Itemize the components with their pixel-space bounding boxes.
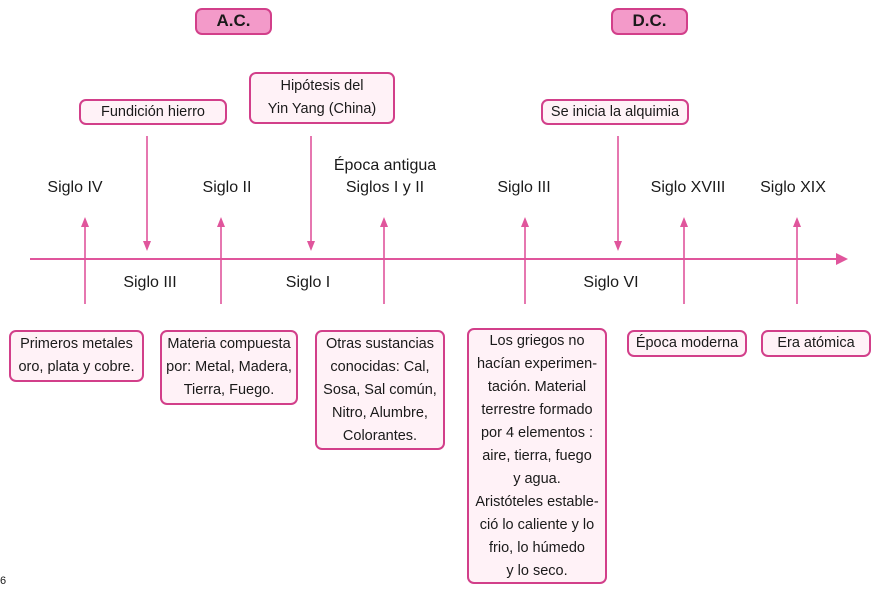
- event-fundicion-hierro: Fundición hierro: [79, 99, 227, 125]
- label-siglo-ii: Siglo II: [202, 179, 252, 196]
- box-primeros-metales: Primeros metales oro, plata y cobre.: [9, 330, 144, 382]
- label-siglo-i: Siglo I: [285, 274, 331, 291]
- box-otras-sustancias: Otras sustancias conocidas: Cal, Sosa, S…: [315, 330, 445, 450]
- label-siglo-iii-ac: Siglo III: [123, 274, 177, 291]
- timeline-axis-arrowhead: [836, 253, 848, 265]
- label-siglo-vi: Siglo VI: [583, 274, 639, 291]
- label-epoca-antigua: Época antigua Siglos I y II: [333, 157, 437, 196]
- label-siglo-xix: Siglo XIX: [760, 179, 826, 196]
- box-materia-compuesta: Materia compuesta por: Metal, Madera, Ti…: [160, 330, 298, 405]
- box-epoca-moderna: Época moderna: [627, 330, 747, 357]
- box-los-griegos: Los griegos no hacían experimen- tación.…: [467, 328, 607, 584]
- event-yin-yang: Hipótesis del Yin Yang (China): [249, 72, 395, 124]
- era-dc: D.C.: [611, 8, 688, 35]
- event-alquimia: Se inicia la alquimia: [541, 99, 689, 125]
- label-siglo-iv: Siglo IV: [47, 179, 103, 196]
- label-siglo-xviii: Siglo XVIII: [650, 179, 726, 196]
- label-siglo-iii-dc: Siglo III: [497, 179, 551, 196]
- era-ac: A.C.: [195, 8, 272, 35]
- box-era-atomica: Era atómica: [761, 330, 871, 357]
- page-number: 6: [0, 575, 7, 587]
